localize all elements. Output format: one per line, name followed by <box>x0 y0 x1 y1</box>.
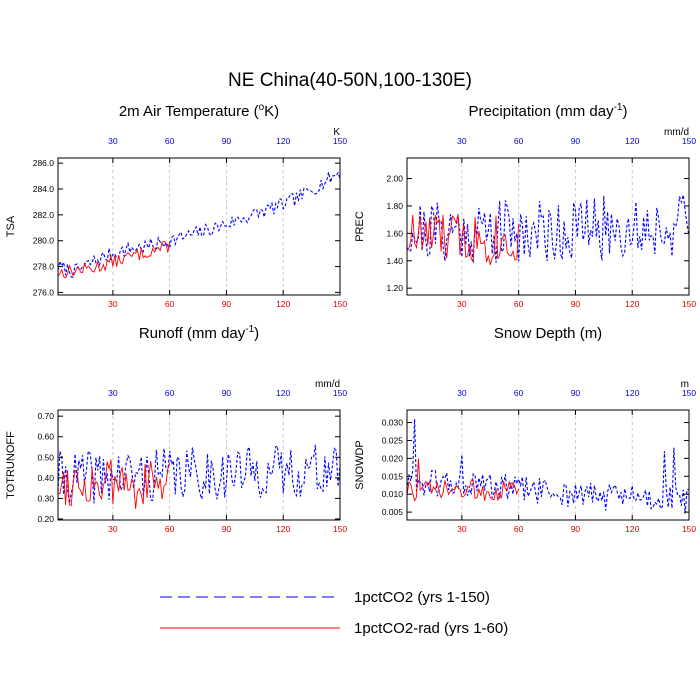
x-tick-label-bottom: 90 <box>571 299 581 309</box>
x-tick-label-top: 150 <box>333 388 347 398</box>
panel-snowdp: Snow Depth (m) 0.005 0.010 0.015 0.020 0.025 0… <box>354 325 696 534</box>
panel-title: Runoff (mm day-1) <box>139 324 259 342</box>
y-tick-label: 280.0 <box>33 236 55 246</box>
y-tick-label: 2.00 <box>386 174 403 184</box>
panel-prec: Precipitation (mm day-1) 1.20 1.40 1.60 1.80… <box>354 102 696 309</box>
legend-label-1pctco2: 1pctCO2 (yrs 1-150) <box>354 589 490 606</box>
x-tick-label-bottom: 90 <box>222 524 232 534</box>
y-tick-label: 284.0 <box>33 184 55 194</box>
x-tick-label-top: 120 <box>276 388 290 398</box>
x-tick-label-bottom: 60 <box>165 524 175 534</box>
x-tick-label-bottom: 150 <box>333 524 347 534</box>
x-tick-label-bottom: 30 <box>457 299 467 309</box>
x-tick-label-bottom: 120 <box>276 524 290 534</box>
panel-title: 2m Air Temperature (oK) <box>119 102 279 120</box>
y-tick-label: 0.025 <box>382 435 404 445</box>
x-tick-label-bottom: 30 <box>108 299 118 309</box>
legend: 1pctCO2 (yrs 1-150) 1pctCO2-rad (yrs 1-6… <box>160 589 508 637</box>
x-tick-label-bottom: 90 <box>571 524 581 534</box>
x-tick-label-bottom: 30 <box>457 524 467 534</box>
figure-title: NE China(40-50N,100-130E) <box>228 70 472 91</box>
x-tick-label-top: 120 <box>276 136 290 146</box>
panel-totrunoff: Runoff (mm day-1) 0.20 0.30 0.40 0.50 0.60 0.7… <box>5 324 347 534</box>
x-tick-label-top: 90 <box>222 136 232 146</box>
x-tick-label-top: 60 <box>514 136 524 146</box>
x-tick-label-top: 90 <box>222 388 232 398</box>
x-tick-label-bottom: 150 <box>333 299 347 309</box>
x-tick-label-bottom: 150 <box>682 524 696 534</box>
y-tick-label: 276.0 <box>33 287 55 297</box>
series-line-1pctco2 <box>406 418 690 514</box>
x-tick-label-top: 120 <box>625 388 639 398</box>
x-tick-label-bottom: 60 <box>514 524 524 534</box>
panel-title: Precipitation (mm day-1) <box>469 102 628 120</box>
y-axis-label: TSA <box>5 215 17 237</box>
y-axis-label: PREC <box>354 211 366 242</box>
x-tick-label-top: 150 <box>682 388 696 398</box>
plot-frame <box>57 157 341 296</box>
x-tick-label-top: 60 <box>514 388 524 398</box>
y-tick-label: 0.60 <box>37 432 54 442</box>
x-tick-label-top: 30 <box>457 388 467 398</box>
x-tick-label-top: 90 <box>571 388 581 398</box>
panels: 2m Air Temperature (oK) 276.0 278.0 280.0 28… <box>5 102 696 534</box>
x-tick-label-bottom: 60 <box>514 299 524 309</box>
y-tick-label: 282.0 <box>33 210 55 220</box>
unit-label: mm/d <box>315 379 340 390</box>
y-axis-label: TOTRUNOFF <box>5 431 17 499</box>
y-tick-label: 1.60 <box>386 228 403 238</box>
series-line-1pctco2 <box>57 444 341 504</box>
plot-frame <box>406 409 690 521</box>
x-tick-label-bottom: 90 <box>222 299 232 309</box>
series-line-1pctco2 <box>57 171 341 278</box>
x-tick-label-top: 60 <box>165 136 175 146</box>
panel-title: Snow Depth (m) <box>494 325 602 342</box>
x-tick-label-bottom: 120 <box>625 299 639 309</box>
y-tick-label: 0.010 <box>382 489 404 499</box>
x-tick-label-top: 30 <box>108 136 118 146</box>
x-tick-label-top: 30 <box>457 136 467 146</box>
series-line-1pctco2-rad <box>57 240 171 279</box>
y-axis-label: SNOWDP <box>354 440 366 490</box>
x-tick-label-top: 150 <box>682 136 696 146</box>
y-tick-label: 1.40 <box>386 256 403 266</box>
series-line-1pctco2 <box>406 194 690 264</box>
x-tick-label-top: 30 <box>108 388 118 398</box>
y-tick-label: 0.020 <box>382 453 404 463</box>
series-line-1pctco2-rad <box>57 459 171 509</box>
y-tick-label: 1.80 <box>386 201 403 211</box>
unit-label: mm/d <box>664 127 689 138</box>
y-tick-label: 286.0 <box>33 158 55 168</box>
x-tick-label-top: 120 <box>625 136 639 146</box>
x-tick-label-bottom: 120 <box>276 299 290 309</box>
y-tick-label: 0.030 <box>382 418 404 428</box>
x-tick-label-bottom: 120 <box>625 524 639 534</box>
plot-frame <box>57 409 341 521</box>
y-tick-label: 0.50 <box>37 452 54 462</box>
x-tick-label-bottom: 30 <box>108 524 118 534</box>
y-tick-label: 0.70 <box>37 411 54 421</box>
series-line-1pctco2-rad <box>406 458 520 502</box>
y-tick-label: 1.20 <box>386 283 403 293</box>
y-tick-label: 0.005 <box>382 507 404 517</box>
x-tick-label-top: 60 <box>165 388 175 398</box>
unit-label: K <box>333 127 340 138</box>
x-tick-label-bottom: 60 <box>165 299 175 309</box>
y-tick-label: 0.015 <box>382 471 404 481</box>
y-tick-label: 0.20 <box>37 514 54 524</box>
series-line-1pctco2-rad <box>406 213 520 266</box>
unit-label: m <box>681 379 689 390</box>
x-tick-label-top: 90 <box>571 136 581 146</box>
panel-tsa: 2m Air Temperature (oK) 276.0 278.0 280.0 28… <box>5 102 347 309</box>
x-tick-label-top: 150 <box>333 136 347 146</box>
y-tick-label: 278.0 <box>33 262 55 272</box>
legend-label-1pctco2-rad: 1pctCO2-rad (yrs 1-60) <box>354 620 508 637</box>
x-tick-label-bottom: 150 <box>682 299 696 309</box>
y-tick-label: 0.30 <box>37 493 54 503</box>
plot-frame <box>406 157 690 296</box>
y-tick-label: 0.40 <box>37 473 54 483</box>
